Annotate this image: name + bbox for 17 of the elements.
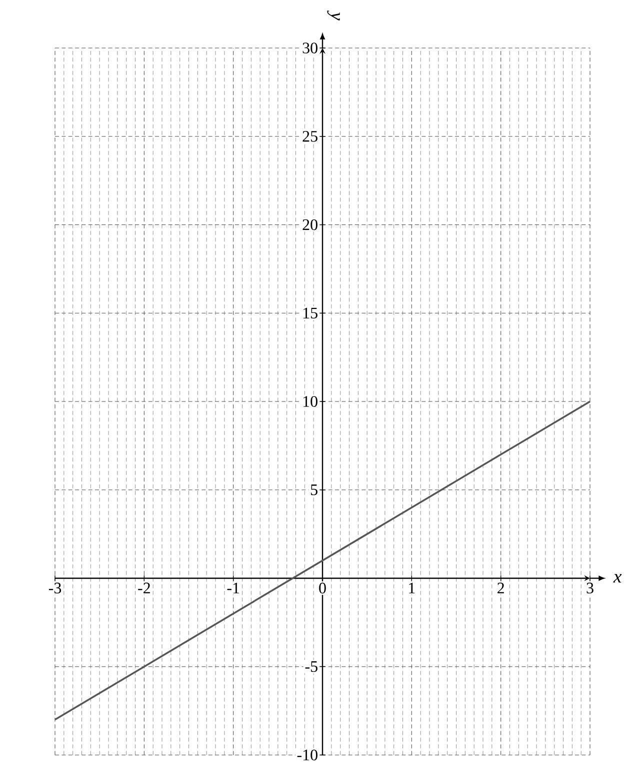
x-tick-label: 1 [409,582,415,594]
x-tick-label: 2 [498,582,504,594]
x-tick-label: -1 [227,582,240,594]
x-tick-label: -2 [138,582,150,594]
x-tick-label: 3 [586,582,594,594]
y-tick-label: 25 [302,130,318,142]
y-tick-label: 5 [310,484,318,496]
y-tick-label: 10 [303,396,318,407]
x-tick-label: -3 [48,582,62,594]
x-tick-label: 0 [319,582,326,594]
y-tick-label: -10 [297,750,318,760]
y-tick-label: 30 [302,42,318,54]
y-tick-label: 15 [303,308,318,318]
y-axis-title: y [327,10,340,20]
y-tick-label: -5 [305,661,318,672]
y-tick-label: 20 [302,219,318,230]
x-axis-title: x [613,574,622,583]
